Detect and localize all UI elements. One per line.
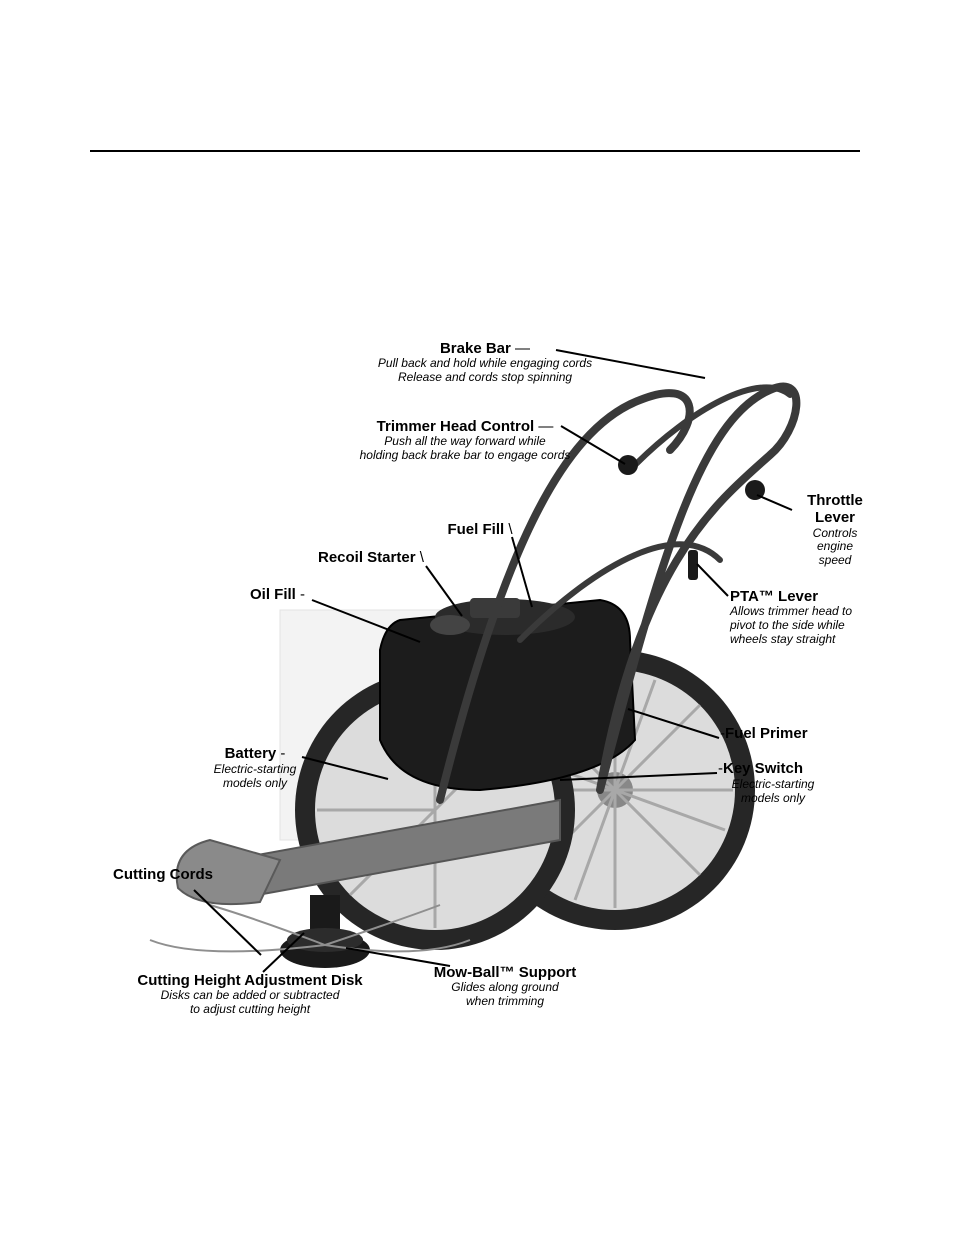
callout-cutting-height-adjustment-disk: Cutting Height Adjustment Disk Disks can… — [100, 972, 400, 1017]
label-title: Recoil Starter — [318, 549, 416, 566]
label-title: Fuel Primer — [725, 725, 808, 742]
callout-recoil-starter: Recoil Starter \ — [318, 549, 448, 567]
manual-page: Brake Bar — Pull back and hold while eng… — [0, 0, 954, 1235]
label-title-1: Throttle — [795, 492, 875, 509]
label-title: Oil Fill — [250, 586, 296, 603]
label-sub-1: Disks can be added or subtracted — [100, 989, 400, 1003]
label-sub-3: speed — [795, 554, 875, 568]
callout-oil-fill: Oil Fill - — [250, 586, 320, 604]
label-sub-2: models only — [195, 777, 315, 791]
label-title: Brake Bar — [440, 340, 511, 357]
callout-pta-lever: PTA™ Lever Allows trimmer head to pivot … — [730, 588, 900, 647]
label-title: Fuel Fill — [447, 521, 504, 538]
label-title: Mow-Ball™ Support — [415, 964, 595, 981]
label-title-2: Lever — [795, 509, 875, 526]
label-sub-2: models only — [718, 792, 828, 806]
label-sub-1: Electric-starting — [718, 778, 828, 792]
label-sub-1: Push all the way forward while — [340, 435, 590, 449]
label-sub-2: pivot to the side while — [730, 619, 900, 633]
callout-battery: Battery - Electric-starting models only — [195, 745, 315, 791]
callout-cutting-cords: Cutting Cords — [113, 866, 253, 884]
label-sub-1: Controls — [795, 527, 875, 541]
label-sub-1: Pull back and hold while engaging cords — [370, 357, 600, 371]
label-title: Cutting Cords — [113, 866, 213, 883]
callout-fuel-primer: -Fuel Primer — [720, 725, 840, 743]
label-sub-1: Allows trimmer head to — [730, 605, 900, 619]
label-title: Cutting Height Adjustment Disk — [100, 972, 400, 989]
label-title: Battery — [225, 745, 277, 762]
label-sub-2: Release and cords stop spinning — [370, 371, 600, 385]
label-title: Key Switch — [723, 760, 803, 777]
label-sub-1: Electric-starting — [195, 763, 315, 777]
label-sub-3: wheels stay straight — [730, 633, 900, 647]
label-sub-2: engine — [795, 540, 875, 554]
label-sub-2: when trimming — [415, 995, 595, 1009]
callout-key-switch: -Key Switch Electric-starting models onl… — [718, 760, 858, 806]
callout-mow-ball-support: Mow-Ball™ Support Glides along ground wh… — [415, 964, 595, 1009]
label-title: PTA™ Lever — [730, 588, 900, 605]
callout-trimmer-head-control: Trimmer Head Control — Push all the way … — [340, 418, 590, 463]
label-title: Trimmer Head Control — [377, 418, 535, 435]
label-sub-2: to adjust cutting height — [100, 1003, 400, 1017]
callout-fuel-fill: Fuel Fill \ — [440, 521, 520, 539]
callout-brake-bar: Brake Bar — Pull back and hold while eng… — [370, 340, 600, 385]
label-sub-2: holding back brake bar to engage cords — [340, 449, 590, 463]
label-sub-1: Glides along ground — [415, 981, 595, 995]
header-rule — [90, 150, 860, 152]
callout-throttle-lever: Throttle Lever Controls engine speed — [795, 492, 875, 568]
